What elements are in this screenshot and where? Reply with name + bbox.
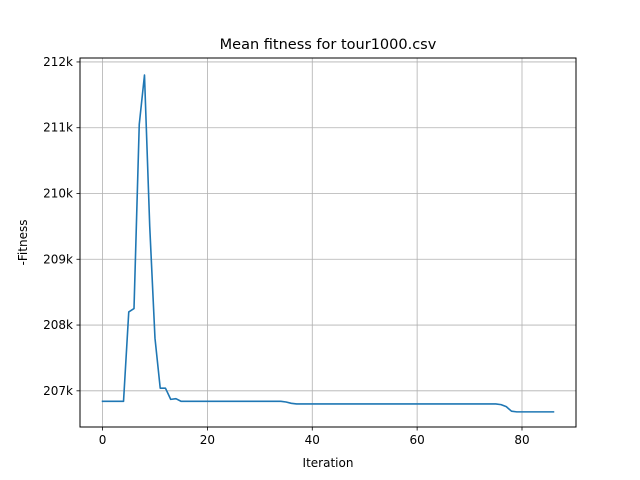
x-axis-label: Iteration: [303, 456, 354, 470]
axis-ticks: 0 20 40 60 80 207k 208k 209k 210k 211k 212k: [43, 55, 529, 447]
y-tick-label: 211k: [43, 121, 73, 135]
y-axis-label: -Fitness: [16, 220, 30, 266]
y-tick-label: 212k: [43, 55, 73, 69]
y-tick-label: 209k: [43, 252, 73, 266]
x-tick-label: 60: [409, 433, 424, 447]
series-line: [101, 74, 555, 413]
y-tick-label: 208k: [43, 318, 73, 332]
x-tick-label: 80: [514, 433, 529, 447]
x-tick-label: 0: [99, 433, 107, 447]
plot-area: [101, 74, 555, 413]
grid-lines: [80, 58, 576, 427]
y-tick-label: 207k: [43, 384, 73, 398]
y-tick-label: 210k: [43, 186, 73, 200]
x-tick-label: 20: [200, 433, 215, 447]
x-tick-label: 40: [305, 433, 320, 447]
axes-frame: [79, 57, 577, 428]
chart-title: Mean fitness for tour1000.csv: [220, 37, 437, 53]
